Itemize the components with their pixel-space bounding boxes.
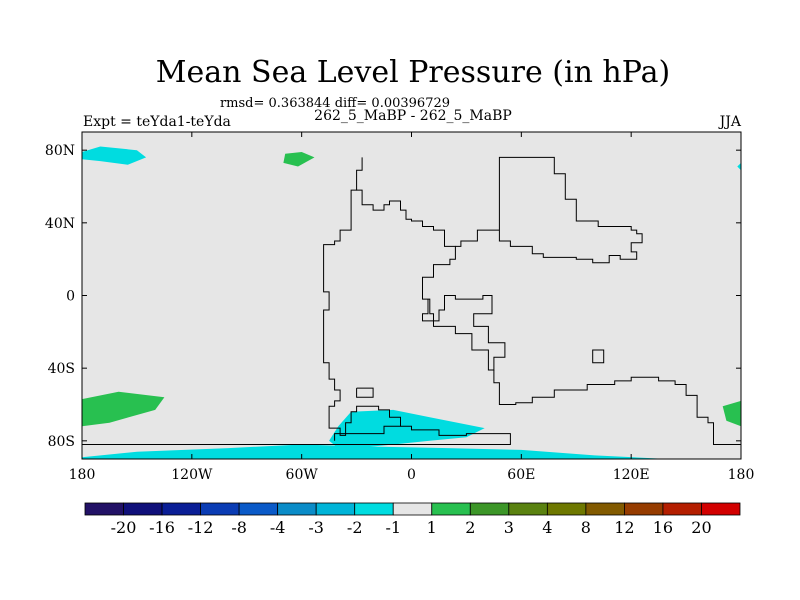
contour-region-1 xyxy=(283,152,315,167)
colorbar-label-8: 1 xyxy=(427,518,437,537)
contour-region-6 xyxy=(737,162,741,171)
colorbar-label-3: -8 xyxy=(231,518,247,537)
y-tick-label-4: 80S xyxy=(48,434,75,450)
contour-region-3 xyxy=(722,400,741,427)
colorbar-swatch-9 xyxy=(431,502,471,516)
colorbar-label-15: 20 xyxy=(691,518,711,537)
colorbar: -20 -16 -12 -8 -4 -3 -2 -1 1 2 3 4 8 12 16 20 xyxy=(84,502,741,537)
chart-left-label: Expt = teYda1-teYda xyxy=(83,114,231,130)
colorbar-label-6: -2 xyxy=(347,518,363,537)
x-tick-label-2: 60W xyxy=(286,467,319,483)
colorbar-label-7: -1 xyxy=(385,518,401,537)
colorbar-swatch-15 xyxy=(662,502,702,516)
colorbar-label-0: -20 xyxy=(111,518,137,537)
colorbar-label-13: 12 xyxy=(614,518,634,537)
x-tick-label-6: 180 xyxy=(728,467,755,483)
plot-background xyxy=(82,132,741,459)
colorbar-swatch-2 xyxy=(161,502,201,516)
chart-title: Mean Sea Level Pressure (in hPa) xyxy=(156,55,670,90)
coastline-0 xyxy=(356,157,506,371)
coastline-5 xyxy=(493,370,741,445)
chart-subtitle: 262_5_MaBP - 262_5_MaBP xyxy=(314,108,512,124)
colorbar-label-14: 16 xyxy=(653,518,673,537)
colorbar-swatch-5 xyxy=(277,502,317,516)
colorbar-swatch-8 xyxy=(392,502,433,516)
coastline-6 xyxy=(334,425,401,441)
x-axis: 180 120W 60W 0 60E 120E 180 xyxy=(69,132,755,483)
colorbar-label-5: -3 xyxy=(308,518,324,537)
colorbar-label-9: 2 xyxy=(465,518,475,537)
colorbar-label-4: -4 xyxy=(270,518,286,537)
colorbar-swatch-12 xyxy=(546,502,587,516)
coastline-4 xyxy=(592,349,605,364)
colorbar-swatch-11 xyxy=(508,502,548,516)
colorbar-swatch-3 xyxy=(200,502,240,516)
x-tick-label-4: 60E xyxy=(507,467,535,483)
colorbar-swatch-14 xyxy=(624,502,664,516)
colorbar-label-12: 8 xyxy=(581,518,591,537)
chart-right-label: JJA xyxy=(718,114,742,130)
colorbar-swatch-1 xyxy=(123,502,163,516)
colorbar-swatch-6 xyxy=(315,502,356,516)
colorbar-label-11: 4 xyxy=(542,518,552,537)
x-tick-label-1: 120W xyxy=(171,467,213,483)
y-tick-label-1: 40N xyxy=(45,216,75,232)
x-tick-label-0: 180 xyxy=(69,467,96,483)
colorbar-swatch-0 xyxy=(84,502,124,516)
y-tick-label-3: 40S xyxy=(48,361,75,377)
coastline-2 xyxy=(82,189,511,445)
colorbar-swatch-16 xyxy=(701,502,741,516)
colorbar-label-2: -12 xyxy=(188,518,214,537)
coastlines xyxy=(82,156,741,445)
contour-region-2 xyxy=(82,391,165,427)
colorbar-label-10: 3 xyxy=(504,518,514,537)
coastline-1 xyxy=(455,156,643,264)
colorbar-swatch-10 xyxy=(469,502,510,516)
y-axis: 80N 40N 0 40S 80S xyxy=(45,143,741,450)
colorbar-swatch-13 xyxy=(585,502,625,516)
contour-region-0 xyxy=(82,146,147,165)
y-tick-label-2: 0 xyxy=(66,289,75,305)
chart-stats: rmsd= 0.363844 diff= 0.00396729 xyxy=(220,96,450,111)
x-tick-label-5: 120E xyxy=(613,467,650,483)
coastline-3 xyxy=(356,387,374,398)
x-tick-label-3: 0 xyxy=(407,467,416,483)
y-tick-label-0: 80N xyxy=(45,143,75,159)
contour-region-4 xyxy=(329,409,485,449)
colorbar-label-1: -16 xyxy=(149,518,175,537)
colorbar-swatch-4 xyxy=(238,502,279,516)
colorbar-swatch-7 xyxy=(354,502,394,516)
